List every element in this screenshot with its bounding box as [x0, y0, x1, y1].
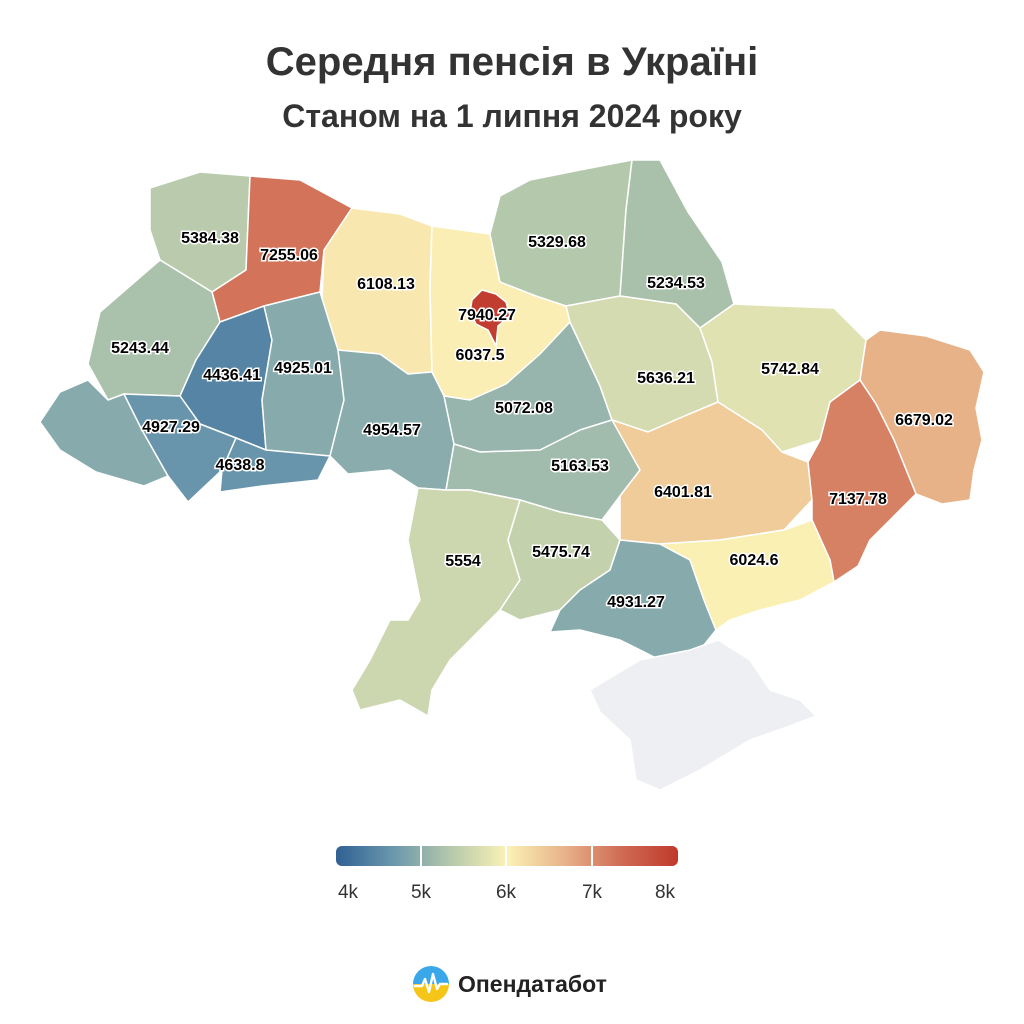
- legend-tick-label: 4k: [337, 882, 359, 903]
- region-zaporizhzhia[interactable]: [659, 519, 835, 631]
- value-label-kharkiv: 5742.84: [761, 361, 819, 378]
- legend-tick-label: 7k: [581, 882, 603, 903]
- region-crimea[interactable]: [589, 639, 817, 791]
- legend-separator: [505, 846, 507, 866]
- brand-logo: Опендатабот: [412, 962, 607, 1006]
- value-label-mykolaiv: 5475.74: [532, 544, 590, 561]
- value-label-rivne: 7255.06: [260, 247, 318, 264]
- legend-separator: [591, 846, 593, 866]
- brand-name: Опендатабот: [458, 970, 607, 997]
- value-labels: 5384.38 7255.06 6108.13 7940.27 6037.5 5…: [110, 229, 955, 613]
- color-legend: 4k 5k 6k 7k 8k: [336, 846, 678, 906]
- region-chernivtsi[interactable]: [219, 437, 331, 493]
- value-label-chernihiv: 5329.68: [528, 234, 586, 251]
- value-label-kirovohrad: 5163.53: [551, 458, 609, 475]
- value-label-volyn: 5384.38: [181, 230, 239, 247]
- value-label-dnipropetrovsk: 6401.81: [654, 484, 712, 501]
- value-label-zaporizhzhia: 6024.6: [730, 552, 779, 569]
- value-label-ivano-frankivsk: 4638.8: [216, 457, 265, 474]
- ukraine-choropleth-map: 5384.38 7255.06 6108.13 7940.27 6037.5 5…: [39, 159, 985, 791]
- value-label-vinnytsia: 4954.57: [363, 422, 421, 439]
- legend-tick-label: 5k: [410, 882, 432, 903]
- value-label-lviv: 5243.44: [111, 340, 169, 357]
- legend-tick-label: 8k: [654, 882, 676, 903]
- legend-separator: [420, 846, 422, 866]
- value-label-sumy: 5234.53: [647, 275, 705, 292]
- region-kyiv-city[interactable]: [469, 289, 511, 347]
- region-chernihiv[interactable]: [489, 159, 633, 307]
- value-label-poltava: 5636.21: [637, 370, 695, 387]
- value-label-kherson: 4931.27: [607, 594, 665, 611]
- value-label-zhytomyr: 6108.13: [357, 276, 415, 293]
- value-label-khmelnytskyi: 4925.01: [274, 360, 332, 377]
- value-label-zakarpattia: 4927.29: [142, 419, 200, 436]
- brand-icon: [413, 966, 449, 1002]
- value-label-cherkasy: 5072.08: [495, 400, 553, 417]
- value-label-donetsk: 7137.78: [829, 491, 887, 508]
- value-label-luhansk: 6679.02: [895, 412, 953, 429]
- region-odesa[interactable]: [351, 487, 521, 717]
- value-label-ternopil: 4436.41: [203, 367, 261, 384]
- map-title: Середня пенсія в Україні: [265, 40, 759, 84]
- map-subtitle: Станом на 1 липня 2024 року: [282, 98, 742, 134]
- legend-gradient-bar: [336, 846, 678, 866]
- legend-tick-label: 6k: [495, 882, 517, 903]
- value-label-kyiv-oblast: 6037.5: [456, 347, 505, 364]
- value-label-kyiv-city: 7940.27: [458, 307, 516, 324]
- value-label-odesa: 5554: [445, 553, 481, 570]
- regions-layer: [39, 159, 985, 791]
